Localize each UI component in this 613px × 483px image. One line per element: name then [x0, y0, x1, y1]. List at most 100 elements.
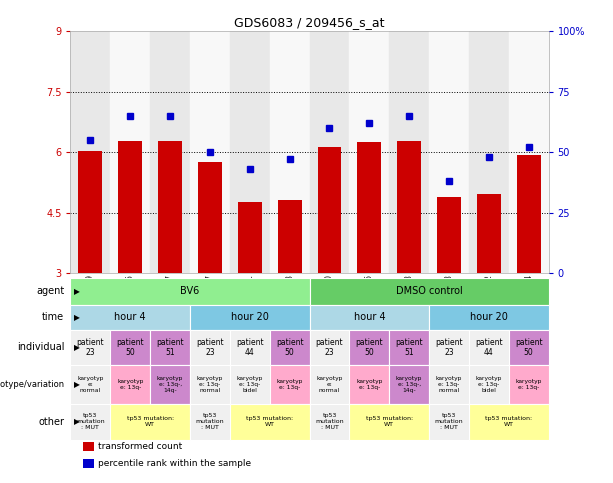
Bar [517, 156, 541, 273]
Bar [110, 31, 150, 273]
Text: karyotyp
e: 13q-: karyotyp e: 13q- [117, 379, 143, 390]
Bar [270, 329, 310, 365]
Text: patient
23: patient 23 [316, 338, 343, 357]
Bar [477, 194, 501, 273]
Bar [70, 278, 310, 305]
Text: tp53 mutation:
WT: tp53 mutation: WT [127, 416, 173, 427]
Text: patient
50: patient 50 [276, 338, 303, 357]
Bar [110, 365, 150, 404]
Bar [70, 365, 110, 404]
Text: other: other [39, 417, 64, 427]
Text: patient
50: patient 50 [356, 338, 383, 357]
Bar [469, 31, 509, 273]
Bar [310, 305, 429, 329]
Bar [238, 202, 262, 273]
Title: GDS6083 / 209456_s_at: GDS6083 / 209456_s_at [234, 16, 385, 29]
Text: time: time [42, 313, 64, 322]
Bar [230, 404, 310, 440]
Bar [158, 141, 182, 273]
Bar [190, 329, 230, 365]
Bar [389, 329, 429, 365]
Bar [318, 147, 341, 273]
Bar [70, 31, 110, 273]
Bar [110, 329, 150, 365]
Bar [150, 329, 190, 365]
Text: patient
23: patient 23 [77, 338, 104, 357]
Bar [270, 31, 310, 273]
Bar [509, 365, 549, 404]
Text: tp53 mutation:
WT: tp53 mutation: WT [246, 416, 293, 427]
Text: karyotyp
e: 13q-
normal: karyotyp e: 13q- normal [436, 376, 462, 393]
Text: percentile rank within the sample: percentile rank within the sample [98, 459, 251, 468]
Text: karyotyp
e:
normal: karyotyp e: normal [77, 376, 104, 393]
Text: hour 20: hour 20 [470, 313, 508, 322]
Bar [437, 197, 461, 273]
Text: karyotyp
e: 13q-
bidel: karyotyp e: 13q- bidel [476, 376, 502, 393]
Text: genotype/variation: genotype/variation [0, 380, 64, 389]
Bar [278, 199, 302, 273]
Bar [429, 31, 469, 273]
Bar [357, 142, 381, 273]
Text: karyotyp
e:
normal: karyotyp e: normal [316, 376, 343, 393]
Bar [230, 329, 270, 365]
Text: tp53
mutation
: MUT: tp53 mutation : MUT [435, 413, 463, 430]
Text: patient
44: patient 44 [475, 338, 503, 357]
Text: patient
44: patient 44 [236, 338, 264, 357]
Text: karyotyp
e: 13q-,
14q-: karyotyp e: 13q-, 14q- [157, 376, 183, 393]
Bar [190, 31, 230, 273]
Bar [310, 365, 349, 404]
Text: transformed count: transformed count [98, 442, 182, 451]
Text: BV6: BV6 [180, 286, 200, 297]
Bar [110, 404, 190, 440]
Text: DMSO control: DMSO control [396, 286, 462, 297]
Bar [230, 365, 270, 404]
Text: patient
23: patient 23 [196, 338, 224, 357]
Bar [190, 305, 310, 329]
Bar [118, 141, 142, 273]
Text: tp53
mutation
: MUT: tp53 mutation : MUT [76, 413, 105, 430]
Text: patient
51: patient 51 [156, 338, 184, 357]
Text: karyotyp
e: 13q-
normal: karyotyp e: 13q- normal [197, 376, 223, 393]
Bar [509, 31, 549, 273]
Bar [310, 329, 349, 365]
Bar [349, 329, 389, 365]
Bar [70, 305, 190, 329]
Bar [190, 404, 230, 440]
Text: karyotyp
e: 13q-: karyotyp e: 13q- [276, 379, 303, 390]
Text: patient
23: patient 23 [435, 338, 463, 357]
Bar [150, 31, 190, 273]
Bar [78, 151, 102, 273]
Text: tp53 mutation:
WT: tp53 mutation: WT [366, 416, 413, 427]
Text: ▶: ▶ [74, 417, 80, 426]
Text: tp53
mutation
: MUT: tp53 mutation : MUT [196, 413, 224, 430]
Text: hour 4: hour 4 [115, 313, 146, 322]
Bar [509, 329, 549, 365]
Text: patient
50: patient 50 [515, 338, 543, 357]
Text: individual: individual [17, 342, 64, 352]
Bar [83, 459, 94, 468]
Bar [198, 162, 222, 273]
Text: ▶: ▶ [74, 313, 80, 322]
Text: ▶: ▶ [74, 343, 80, 352]
Bar [150, 365, 190, 404]
Bar [310, 278, 549, 305]
Bar [270, 365, 310, 404]
Bar [389, 31, 429, 273]
Bar [469, 404, 549, 440]
Text: karyotyp
e: 13q-: karyotyp e: 13q- [356, 379, 383, 390]
Text: karyotyp
e: 13q-: karyotyp e: 13q- [516, 379, 542, 390]
Bar [429, 404, 469, 440]
Bar [429, 365, 469, 404]
Bar [469, 365, 509, 404]
Bar [349, 31, 389, 273]
Bar [310, 404, 349, 440]
Bar [349, 365, 389, 404]
Text: tp53
mutation
: MUT: tp53 mutation : MUT [315, 413, 344, 430]
Text: tp53 mutation:
WT: tp53 mutation: WT [485, 416, 532, 427]
Text: patient
50: patient 50 [116, 338, 144, 357]
Bar [70, 329, 110, 365]
Text: patient
51: patient 51 [395, 338, 423, 357]
Bar [70, 404, 110, 440]
Bar [230, 31, 270, 273]
Bar [190, 365, 230, 404]
